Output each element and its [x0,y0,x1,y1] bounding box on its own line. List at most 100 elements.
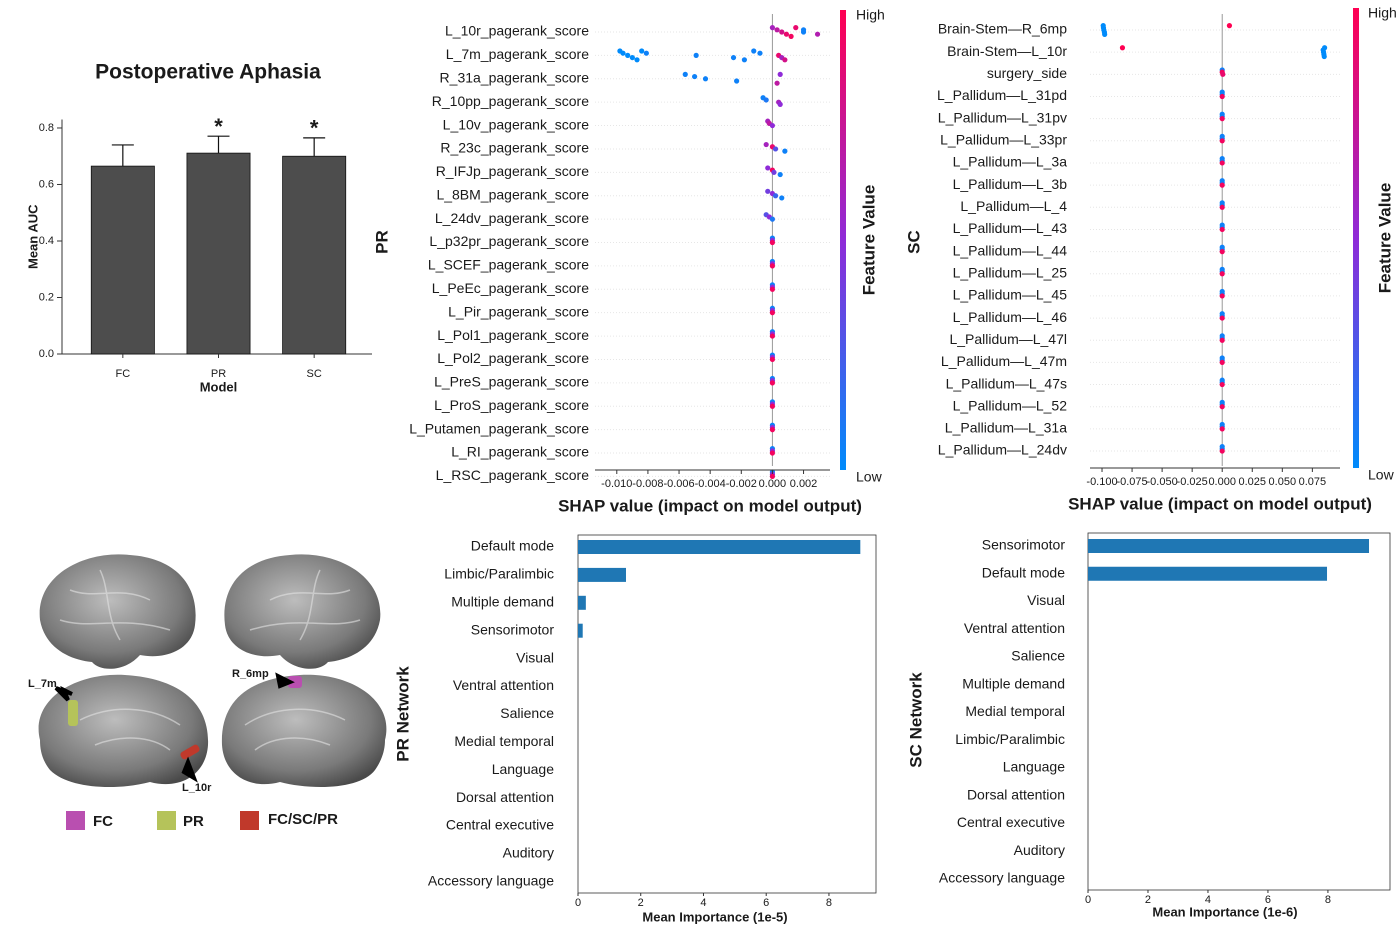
shap-point [1219,93,1225,100]
shap-point [1219,226,1225,233]
feature-label: L_Pallidum—L_3a [953,154,1068,170]
shap-point [1219,337,1225,343]
shap-point [777,101,783,107]
bar [578,540,861,554]
y-tick-label: 0.0 [39,348,54,360]
feature-label: L_p32pr_pagerank_score [429,233,589,249]
shap-point [769,25,776,31]
y-axis-label: SC Network [906,672,925,768]
feature-label: L_Pallidum—L_47s [946,375,1067,391]
brain-lateral-left [39,554,196,669]
bar [1088,539,1370,553]
brain-panel: L_7m R_6mp L_10r FC PR FC/SC/PR [28,554,387,830]
shap-point [625,52,631,58]
x-tick-label: 0.025 [1238,476,1266,488]
shap-point [1219,204,1225,210]
shap-point [1219,271,1225,277]
category-label: Visual [516,649,554,665]
feature-label: L_Pol1_pagerank_score [437,327,589,343]
region-label: R_6mp [232,668,269,680]
legend-swatch [157,811,176,830]
shap-point [741,57,748,63]
category-label: Medial temporal [965,703,1065,719]
shap-point [1219,249,1225,255]
feature-label: L_Pallidum—L_52 [953,397,1068,413]
shap-point [779,29,785,35]
x-axis-label: SHAP value (impact on model output) [1068,494,1372,513]
colorbar-high: High [856,7,885,23]
shap-point [774,80,780,86]
x-axis-label: Mean Importance (1e-6) [1152,904,1297,919]
brain-lateral-right [224,554,381,669]
shap-point [1322,45,1328,51]
shap-point [777,171,783,178]
region-label: L_10r [182,782,212,794]
category-label: Ventral attention [964,620,1065,636]
category-label: Language [492,761,555,777]
y-axis-label: SC [904,230,923,254]
feature-label: L_10r_pagerank_score [445,23,589,39]
feature-label: L_Pallidum—L_43 [953,220,1068,236]
bar [578,623,583,638]
feature-label: L_RSC_pagerank_score [436,467,590,483]
shap-point [765,188,771,194]
y-tick-label: 0.4 [39,235,54,247]
x-tick-label: FC [115,368,130,380]
feature-label: L_8BM_pagerank_score [436,186,589,202]
shap-point [769,403,776,409]
feature-label: R_31a_pagerank_score [440,69,590,85]
bar [1088,566,1328,581]
shap-point [769,122,776,129]
colorbar-label: Feature Value [859,185,878,296]
feature-label: L_Pallidum—L_47m [941,353,1067,369]
shap-point [1321,53,1327,60]
region-patch [180,744,200,760]
error-bar [111,144,134,167]
x-tick-label: 0.002 [790,478,818,490]
bar [578,567,626,582]
category-label: Language [1003,759,1066,775]
shap-point [682,71,688,77]
x-tick-label: -0.050 [1147,476,1178,488]
shap-point [634,57,640,63]
shap-point [769,450,776,456]
feature-label: L_ProS_pagerank_score [434,397,589,413]
category-label: Visual [1027,592,1065,608]
shap-point [779,195,785,201]
feature-label: L_Pir_pagerank_score [448,303,589,319]
error-bar [303,137,326,157]
shap-point [693,52,699,58]
x-tick-label: -0.004 [695,478,726,490]
shap-point [1219,404,1225,410]
x-tick-label: 0.000 [759,478,787,490]
category-label: Salience [1011,648,1065,664]
chart-title: Postoperative Aphasia [95,61,321,84]
shap-point [1219,426,1225,432]
shap-point [769,216,776,222]
brain-medial-right [221,674,387,787]
shap-point [1219,293,1225,299]
category-label: Dorsal attention [967,786,1065,802]
x-tick-label: 8 [826,897,832,909]
x-tick-label: 4 [1205,894,1211,906]
sulci [59,569,361,751]
x-tick-label: 0 [1085,894,1091,906]
feature-label: L_PeEc_pagerank_score [432,280,589,296]
category-label: Dorsal attention [456,789,554,805]
shap-point [757,50,763,56]
bar [186,152,251,355]
region-patch [68,700,78,726]
feature-label: L_Pallidum—L_33pr [940,132,1067,148]
colorbar-label: Feature Value [1375,183,1394,294]
x-tick-label: PR [211,368,226,380]
shap-point [639,48,645,54]
feature-label: L_PreS_pagerank_score [434,374,589,390]
feature-label: L_Pallidum—L_4 [960,198,1067,214]
feature-label: Brain-Stem—R_6mp [938,21,1067,37]
shap-point [734,78,740,84]
x-axis-label: SHAP value (impact on model output) [558,496,862,515]
x-tick-label: -0.002 [726,478,757,490]
brain-medial-left [38,674,209,787]
shap-point [772,146,779,152]
